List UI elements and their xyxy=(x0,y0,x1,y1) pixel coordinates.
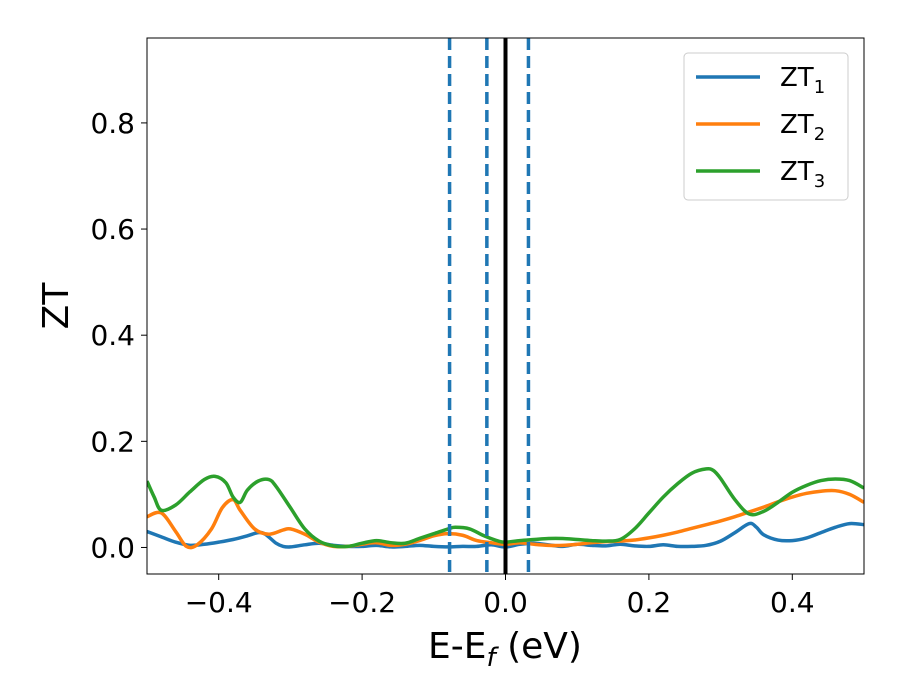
x-axis-ticks: −0.4 −0.2 0.0 0.2 0.4 xyxy=(185,574,815,619)
y-tick-label: 0.8 xyxy=(90,107,135,140)
y-tick-label: 0.6 xyxy=(90,213,135,246)
plot-frame xyxy=(146,37,865,575)
legend-label-subscript: 1 xyxy=(814,77,825,98)
y-tick-label: 0.2 xyxy=(90,425,135,458)
legend-label-main: ZT xyxy=(780,157,814,187)
x-tick-label: 0.4 xyxy=(770,586,815,619)
legend-label-zt2: ZT2 xyxy=(780,110,825,145)
x-tick-label: −0.2 xyxy=(328,586,396,619)
plot-data-layer xyxy=(147,38,864,574)
x-axis-label-unit: (eV) xyxy=(496,626,582,667)
legend-label-subscript: 3 xyxy=(814,171,825,192)
x-tick-label: 0.2 xyxy=(627,586,672,619)
x-axis-label: E-Ef (eV) xyxy=(428,626,582,673)
series-line-zt3 xyxy=(147,467,864,549)
x-tick-label: 0.0 xyxy=(483,586,528,619)
y-tick-label: 0.4 xyxy=(90,319,135,352)
y-axis-ticks: 0.0 0.2 0.4 0.6 0.8 xyxy=(90,107,147,564)
legend-label-main: ZT xyxy=(780,63,814,93)
legend-label-subscript: 2 xyxy=(814,124,825,145)
x-tick-label: −0.4 xyxy=(185,586,253,619)
legend-box xyxy=(683,52,849,201)
y-tick-label: 0.0 xyxy=(90,531,135,564)
legend-label-main: ZT xyxy=(780,110,814,140)
legend-label-zt3: ZT3 xyxy=(780,157,825,192)
y-axis-label: ZT xyxy=(36,282,77,330)
legend-label-zt1: ZT1 xyxy=(780,63,825,98)
series-line-zt2 xyxy=(147,488,864,550)
